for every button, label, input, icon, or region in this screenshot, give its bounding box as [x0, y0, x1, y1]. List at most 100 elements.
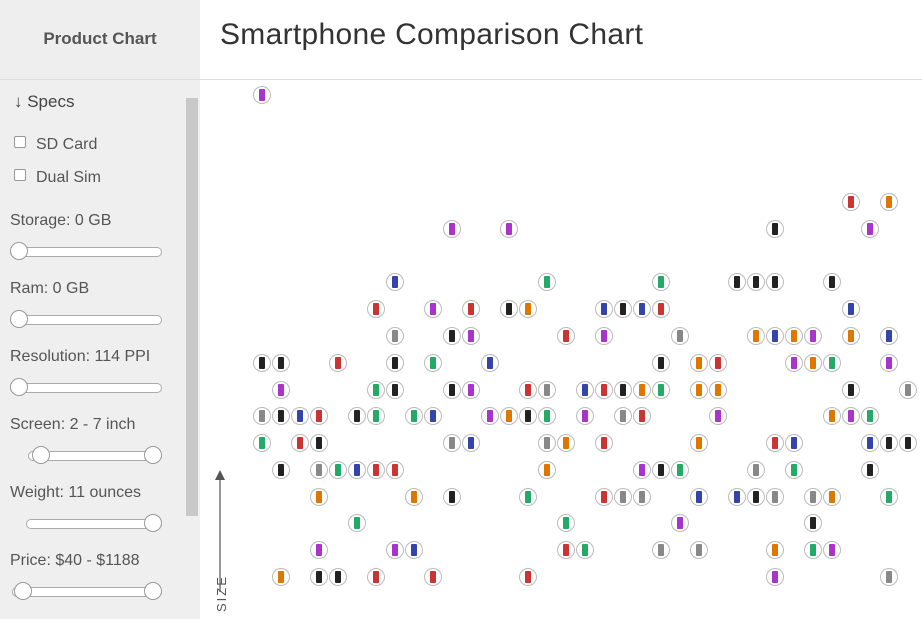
product-icon[interactable]: [614, 300, 632, 318]
product-icon[interactable]: [804, 488, 822, 506]
product-icon[interactable]: [804, 514, 822, 532]
product-icon[interactable]: [557, 434, 575, 452]
product-icon[interactable]: [462, 327, 480, 345]
product-icon[interactable]: [804, 354, 822, 372]
product-icon[interactable]: [785, 434, 803, 452]
slider[interactable]: [10, 242, 162, 260]
product-icon[interactable]: [557, 514, 575, 532]
product-icon[interactable]: [880, 193, 898, 211]
slider[interactable]: [10, 310, 162, 328]
product-icon[interactable]: [424, 407, 442, 425]
product-icon[interactable]: [367, 300, 385, 318]
slider-thumb[interactable]: [10, 310, 28, 328]
product-icon[interactable]: [747, 488, 765, 506]
product-icon[interactable]: [500, 220, 518, 238]
product-icon[interactable]: [272, 568, 290, 586]
product-icon[interactable]: [519, 300, 537, 318]
product-icon[interactable]: [405, 541, 423, 559]
product-icon[interactable]: [519, 407, 537, 425]
product-icon[interactable]: [614, 407, 632, 425]
product-icon[interactable]: [690, 381, 708, 399]
product-icon[interactable]: [842, 193, 860, 211]
product-icon[interactable]: [899, 381, 917, 399]
product-icon[interactable]: [310, 488, 328, 506]
product-icon[interactable]: [272, 381, 290, 399]
product-icon[interactable]: [519, 488, 537, 506]
product-icon[interactable]: [272, 407, 290, 425]
product-icon[interactable]: [519, 381, 537, 399]
product-icon[interactable]: [690, 354, 708, 372]
product-icon[interactable]: [348, 461, 366, 479]
product-icon[interactable]: [291, 434, 309, 452]
product-icon[interactable]: [766, 273, 784, 291]
product-icon[interactable]: [766, 568, 784, 586]
product-icon[interactable]: [538, 461, 556, 479]
product-icon[interactable]: [348, 514, 366, 532]
slider-thumb[interactable]: [144, 446, 162, 464]
product-icon[interactable]: [481, 354, 499, 372]
checkbox-box[interactable]: [14, 136, 26, 148]
product-icon[interactable]: [519, 568, 537, 586]
product-icon[interactable]: [728, 488, 746, 506]
product-icon[interactable]: [652, 381, 670, 399]
product-icon[interactable]: [671, 514, 689, 532]
product-icon[interactable]: [462, 381, 480, 399]
product-icon[interactable]: [310, 541, 328, 559]
product-icon[interactable]: [272, 354, 290, 372]
product-icon[interactable]: [443, 220, 461, 238]
product-icon[interactable]: [747, 327, 765, 345]
product-icon[interactable]: [424, 354, 442, 372]
product-icon[interactable]: [880, 354, 898, 372]
product-icon[interactable]: [880, 327, 898, 345]
product-icon[interactable]: [386, 461, 404, 479]
product-icon[interactable]: [823, 541, 841, 559]
slider-thumb[interactable]: [10, 242, 28, 260]
product-icon[interactable]: [690, 488, 708, 506]
slider-thumb[interactable]: [144, 582, 162, 600]
slider[interactable]: [12, 582, 162, 600]
product-icon[interactable]: [576, 541, 594, 559]
product-icon[interactable]: [481, 407, 499, 425]
product-icon[interactable]: [405, 488, 423, 506]
product-icon[interactable]: [576, 381, 594, 399]
product-icon[interactable]: [709, 381, 727, 399]
product-icon[interactable]: [671, 327, 689, 345]
checkbox[interactable]: SD Card: [14, 136, 97, 154]
product-icon[interactable]: [633, 407, 651, 425]
product-icon[interactable]: [386, 381, 404, 399]
product-icon[interactable]: [652, 273, 670, 291]
product-icon[interactable]: [899, 434, 917, 452]
product-icon[interactable]: [538, 381, 556, 399]
product-icon[interactable]: [443, 488, 461, 506]
slider-thumb[interactable]: [32, 446, 50, 464]
product-icon[interactable]: [880, 434, 898, 452]
product-icon[interactable]: [329, 568, 347, 586]
section-toggle[interactable]: ↓ Specs: [14, 92, 75, 111]
product-icon[interactable]: [861, 461, 879, 479]
product-icon[interactable]: [804, 327, 822, 345]
product-icon[interactable]: [386, 327, 404, 345]
brand[interactable]: Product Chart: [0, 0, 200, 79]
product-icon[interactable]: [443, 434, 461, 452]
product-icon[interactable]: [595, 381, 613, 399]
product-icon[interactable]: [861, 434, 879, 452]
product-icon[interactable]: [443, 381, 461, 399]
product-icon[interactable]: [367, 568, 385, 586]
product-icon[interactable]: [367, 461, 385, 479]
slider[interactable]: [26, 514, 162, 532]
product-icon[interactable]: [595, 300, 613, 318]
product-icon[interactable]: [614, 488, 632, 506]
product-icon[interactable]: [424, 568, 442, 586]
product-icon[interactable]: [310, 434, 328, 452]
product-icon[interactable]: [766, 327, 784, 345]
product-icon[interactable]: [747, 461, 765, 479]
product-icon[interactable]: [690, 434, 708, 452]
product-icon[interactable]: [462, 434, 480, 452]
product-icon[interactable]: [652, 300, 670, 318]
product-icon[interactable]: [538, 273, 556, 291]
slider-thumb[interactable]: [144, 514, 162, 532]
product-icon[interactable]: [842, 407, 860, 425]
slider-thumb[interactable]: [14, 582, 32, 600]
product-icon[interactable]: [633, 461, 651, 479]
product-icon[interactable]: [633, 381, 651, 399]
